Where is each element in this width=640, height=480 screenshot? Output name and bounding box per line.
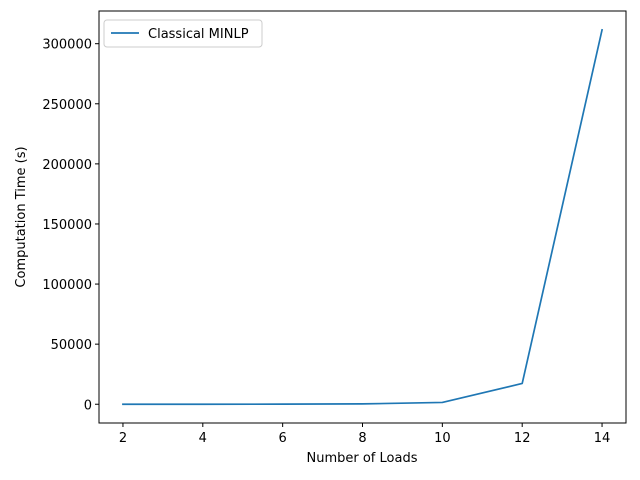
y-axis-ticks: 0 50000 100000 150000 200000 250000 300000 [42, 38, 99, 413]
x-tick-label: 14 [594, 431, 611, 446]
y-axis-label: Computation Time (s) [14, 146, 29, 287]
x-tick-label: 8 [358, 431, 366, 446]
y-tick-label: 0 [84, 398, 92, 413]
series-line-0 [122, 28, 604, 406]
x-tick-label: 6 [279, 431, 287, 446]
y-tick-label: 250000 [42, 98, 92, 113]
x-axis-label: Number of Loads [307, 451, 418, 466]
legend-label: Classical MINLP [148, 27, 249, 42]
y-tick-label: 300000 [42, 38, 92, 53]
legend-frame [103, 19, 263, 48]
x-tick-label: 4 [199, 431, 207, 446]
x-axis-ticks: 2 4 6 8 10 12 14 [119, 423, 611, 446]
x-tick-label: 12 [514, 431, 531, 446]
legend: Classical MINLP [103, 19, 263, 48]
y-tick-label: 150000 [42, 218, 92, 233]
plot-frame [98, 10, 627, 424]
x-tick-label: 2 [119, 431, 127, 446]
y-tick-label: 100000 [42, 278, 92, 293]
plot-area [99, 11, 626, 423]
x-tick-label: 10 [434, 431, 451, 446]
y-tick-label: 50000 [51, 338, 92, 353]
series-layer [122, 28, 604, 406]
y-tick-label: 200000 [42, 158, 92, 173]
